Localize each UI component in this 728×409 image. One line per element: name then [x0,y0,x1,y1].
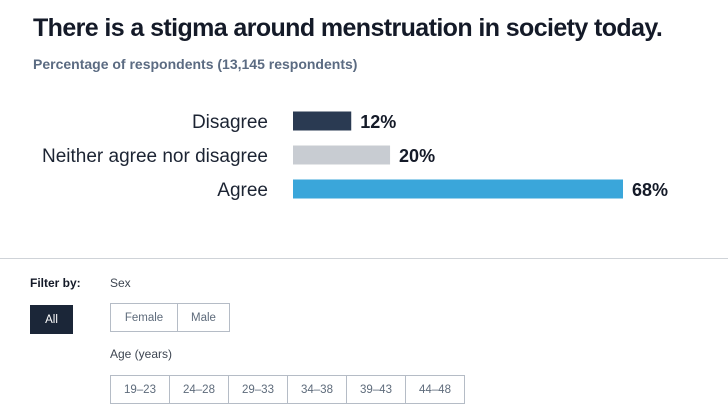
filter-all-button[interactable]: All [30,305,73,334]
age-filter-label: Age (years) [110,347,173,361]
category-label: Disagree [192,112,268,133]
category-label: Neither agree nor disagree [42,146,268,167]
sex-filter-label: Sex [110,276,131,290]
age-filter-34-38-button[interactable]: 34–38 [287,375,347,404]
chart-title: There is a stigma around menstruation in… [33,14,663,42]
value-label: 20% [399,146,435,166]
bar [293,179,623,199]
section-divider [0,258,728,259]
age-filter-44-48-button[interactable]: 44–48 [405,375,465,404]
value-label: 12% [360,112,396,132]
sex-filter-male-button[interactable]: Male [177,303,230,332]
age-filter-39-43-button[interactable]: 39–43 [346,375,406,404]
age-filter-24-28-button[interactable]: 24–28 [169,375,229,404]
bar-chart: Disagree 12% Neither agree nor disagree 20%… [42,111,668,201]
age-filter-19-23-button[interactable]: 19–23 [110,375,170,404]
bar [293,145,391,165]
age-filter-29-33-button[interactable]: 29–33 [228,375,288,404]
bar [293,111,352,131]
chart-subtitle: Percentage of respondents (13,145 respon… [33,56,358,72]
category-label: Agree [217,180,268,201]
value-label: 68% [632,180,668,200]
sex-filter-female-button[interactable]: Female [110,303,178,332]
filter-by-label: Filter by: [30,276,81,290]
